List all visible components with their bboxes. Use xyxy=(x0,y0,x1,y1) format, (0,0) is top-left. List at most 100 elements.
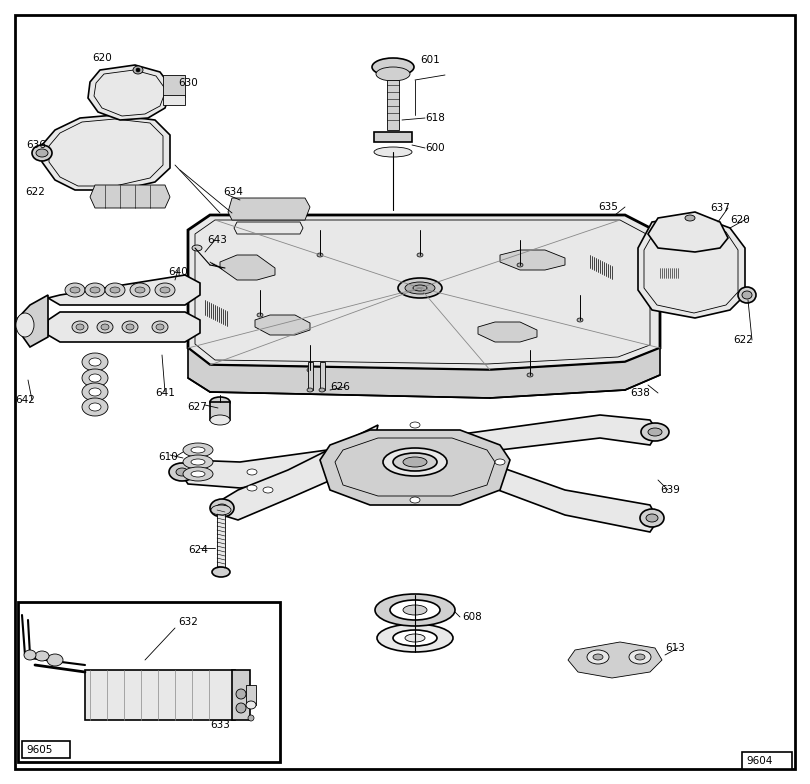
Ellipse shape xyxy=(410,497,420,503)
Polygon shape xyxy=(218,425,395,520)
Ellipse shape xyxy=(155,283,175,297)
Ellipse shape xyxy=(70,287,80,293)
Text: 640: 640 xyxy=(168,267,188,277)
Text: 643: 643 xyxy=(207,235,227,245)
Ellipse shape xyxy=(629,650,651,664)
Ellipse shape xyxy=(495,459,505,465)
Ellipse shape xyxy=(372,58,414,76)
Text: 627: 627 xyxy=(187,402,207,412)
Ellipse shape xyxy=(377,624,453,652)
Ellipse shape xyxy=(383,448,447,476)
Ellipse shape xyxy=(517,263,523,267)
Ellipse shape xyxy=(236,689,246,699)
Text: 626: 626 xyxy=(330,382,350,392)
Ellipse shape xyxy=(72,321,88,333)
Ellipse shape xyxy=(82,398,108,416)
Polygon shape xyxy=(568,642,662,678)
Ellipse shape xyxy=(89,374,101,382)
Ellipse shape xyxy=(211,505,231,515)
Ellipse shape xyxy=(82,383,108,401)
Polygon shape xyxy=(234,222,303,234)
Ellipse shape xyxy=(635,654,645,660)
Ellipse shape xyxy=(47,654,63,666)
Ellipse shape xyxy=(97,321,113,333)
Bar xyxy=(742,752,792,769)
Ellipse shape xyxy=(640,509,664,527)
Text: 633: 633 xyxy=(210,720,230,730)
Text: 608: 608 xyxy=(462,612,482,622)
Polygon shape xyxy=(90,185,170,208)
Ellipse shape xyxy=(82,369,108,387)
Ellipse shape xyxy=(183,443,213,457)
Ellipse shape xyxy=(65,283,85,297)
Text: 622: 622 xyxy=(733,335,752,345)
Ellipse shape xyxy=(76,324,84,330)
Text: 641: 641 xyxy=(155,388,175,398)
Text: 618: 618 xyxy=(425,113,445,123)
Bar xyxy=(210,402,230,420)
Bar xyxy=(320,362,325,390)
Ellipse shape xyxy=(16,313,34,337)
Ellipse shape xyxy=(32,145,52,161)
Polygon shape xyxy=(48,312,200,342)
Ellipse shape xyxy=(246,701,256,709)
Text: 637: 637 xyxy=(710,203,730,213)
Ellipse shape xyxy=(192,245,202,251)
Ellipse shape xyxy=(210,499,234,517)
Ellipse shape xyxy=(317,253,323,257)
Text: 642: 642 xyxy=(15,395,35,405)
Bar xyxy=(18,602,280,762)
Ellipse shape xyxy=(89,358,101,366)
Ellipse shape xyxy=(90,287,100,293)
Polygon shape xyxy=(188,215,660,370)
Text: 9605: 9605 xyxy=(26,745,53,755)
Ellipse shape xyxy=(105,283,125,297)
Ellipse shape xyxy=(405,634,425,642)
Ellipse shape xyxy=(742,291,752,299)
Text: 624: 624 xyxy=(188,545,208,555)
Text: 636: 636 xyxy=(26,140,46,150)
Polygon shape xyxy=(220,255,275,280)
Ellipse shape xyxy=(738,287,756,303)
Ellipse shape xyxy=(587,650,609,664)
Ellipse shape xyxy=(191,459,205,465)
Ellipse shape xyxy=(176,468,188,476)
Ellipse shape xyxy=(393,630,437,646)
Polygon shape xyxy=(188,348,660,398)
Ellipse shape xyxy=(403,457,427,467)
Ellipse shape xyxy=(35,651,49,661)
Ellipse shape xyxy=(593,654,603,660)
Text: 639: 639 xyxy=(660,485,680,495)
Ellipse shape xyxy=(374,147,412,157)
Text: 620: 620 xyxy=(92,53,112,63)
Ellipse shape xyxy=(641,423,669,441)
Text: 635: 635 xyxy=(598,202,618,212)
Ellipse shape xyxy=(685,215,695,221)
Text: 620: 620 xyxy=(730,215,750,225)
Ellipse shape xyxy=(403,605,427,615)
Ellipse shape xyxy=(156,324,164,330)
Text: 600: 600 xyxy=(425,143,445,153)
Bar xyxy=(246,685,256,705)
Ellipse shape xyxy=(183,467,213,481)
Text: 634: 634 xyxy=(223,187,243,197)
Polygon shape xyxy=(48,275,200,305)
Text: 622: 622 xyxy=(25,187,45,197)
Ellipse shape xyxy=(577,318,583,322)
Bar xyxy=(374,132,412,142)
Ellipse shape xyxy=(410,422,420,428)
Text: 632: 632 xyxy=(178,617,198,627)
Ellipse shape xyxy=(136,68,140,72)
Ellipse shape xyxy=(376,67,410,81)
Polygon shape xyxy=(440,415,658,455)
Bar xyxy=(308,362,313,390)
Text: 630: 630 xyxy=(178,78,198,88)
Ellipse shape xyxy=(247,469,257,475)
Ellipse shape xyxy=(263,487,273,493)
Polygon shape xyxy=(478,322,537,342)
Polygon shape xyxy=(320,430,510,505)
Ellipse shape xyxy=(393,453,437,471)
Ellipse shape xyxy=(648,428,662,436)
Ellipse shape xyxy=(212,567,230,577)
Ellipse shape xyxy=(133,66,143,74)
